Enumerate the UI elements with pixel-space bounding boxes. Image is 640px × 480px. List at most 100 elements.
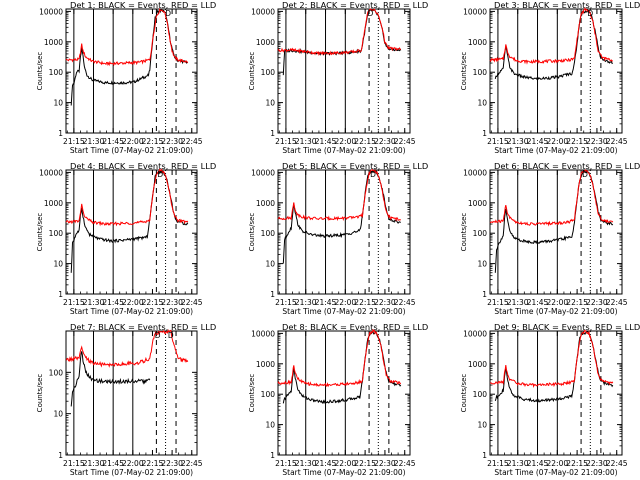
panel-9-xtick-label: 21:30 [507, 459, 529, 468]
panel-1-ytick-label: 10000 [39, 7, 63, 16]
panel-7-series-red [66, 329, 189, 368]
panel-2-title: Det 2: BLACK = Events, RED = LLD [282, 0, 428, 10]
panel-8-ytick-label: 100 [261, 390, 276, 399]
panel-7-ylabel: Counts/sec [36, 374, 44, 413]
panel-8-xtick-label: 21:15 [275, 459, 297, 468]
panel-3-ytick-label: 1 [482, 129, 487, 138]
panel-9-axes-frame [489, 330, 623, 456]
panel-6-xtick-label: 21:30 [507, 298, 529, 307]
panel-9-ytick-label: 10000 [463, 329, 487, 338]
panel-1-xtick-label: 21:30 [83, 137, 105, 146]
panel-6-xlabel: Start Time (07-May-02 21:09:00) [494, 307, 617, 316]
panel-3-ytick-label: 10000 [463, 7, 487, 16]
panel-2-xtick-label: 21:45 [315, 137, 337, 146]
panel-6-xtick-label: 22:15 [566, 298, 588, 307]
panel-9-title: Det 9: BLACK = Events, RED = LLD [494, 322, 640, 332]
panel-4-xtick-label: 22:45 [181, 298, 203, 307]
panel-9-xtick-label: 21:45 [527, 459, 549, 468]
panel-8-xtick-label: 21:45 [315, 459, 337, 468]
panel-2-xtick-label: 22:00 [335, 137, 357, 146]
panel-9-ytick-label: 1000 [468, 360, 487, 369]
panel-2-ytick-label: 1000 [256, 38, 275, 47]
panel-1-xlabel: Start Time (07-May-02 21:09:00) [70, 146, 193, 155]
panel-2-ytick-label: 100 [261, 68, 276, 77]
panel-2-series-red [277, 8, 402, 56]
panel-9-ytick-label: 100 [473, 390, 488, 399]
panel-3-xlabel: Start Time (07-May-02 21:09:00) [494, 146, 617, 155]
panel-5-xtick-label: 22:30 [374, 298, 396, 307]
panel-7-xtick-label: 22:15 [142, 459, 164, 468]
panel-7-series-black [70, 351, 151, 407]
panel-1-xtick-label: 22:00 [122, 137, 144, 146]
panel-3-xtick-label: 21:15 [487, 137, 509, 146]
panel-1-marker-label: D [165, 9, 171, 18]
panel-8-xtick-label: 22:00 [335, 459, 357, 468]
panel-9-xtick-label: 22:00 [547, 459, 569, 468]
panel-6-ytick-label: 100 [473, 229, 488, 238]
panel-5-ytick-label: 10000 [251, 168, 275, 177]
panel-8-ytick-label: 1 [270, 451, 275, 460]
panel-2-xtick-label: 21:15 [275, 137, 297, 146]
panel-5-ytick-label: 1000 [256, 199, 275, 208]
panel-8-ytick-label: 10 [265, 421, 275, 430]
panel-8-title: Det 8: BLACK = Events, RED = LLD [282, 322, 428, 332]
panel-5-ytick-label: 100 [261, 229, 276, 238]
panel-8-xtick-label: 22:45 [394, 459, 416, 468]
panel-1-xtick-label: 21:45 [102, 137, 124, 146]
panel-2-ytick-label: 10 [265, 99, 275, 108]
panel-5-marker-label: D [370, 170, 376, 179]
panel-9-ytick-label: 10 [477, 421, 487, 430]
panel-4-xtick-label: 22:30 [161, 298, 183, 307]
panel-7-ytick-label: 100 [49, 368, 64, 377]
panel-6-xtick-label: 21:15 [487, 298, 509, 307]
panel-8-ylabel: Counts/sec [248, 374, 256, 413]
panel-9-xtick-label: 21:15 [487, 459, 509, 468]
panel-4-xlabel: Start Time (07-May-02 21:09:00) [70, 307, 193, 316]
panel-6-ytick-label: 1 [482, 290, 487, 299]
panel-4-xtick-label: 22:15 [142, 298, 164, 307]
panel-3-series-red [489, 7, 614, 65]
panel-5-xtick-label: 22:45 [394, 298, 416, 307]
panel-8-axes-frame [277, 330, 411, 456]
panel-3-ytick-label: 1000 [468, 38, 487, 47]
panel-8-ytick-label: 1000 [256, 360, 275, 369]
panel-4-xtick-label: 21:45 [102, 298, 124, 307]
panel-6-ytick-label: 10 [477, 260, 487, 269]
panel-5-ytick-label: 1 [270, 290, 275, 299]
panel-5-axes-frame [277, 169, 411, 295]
panel-3-xtick-label: 21:30 [507, 137, 529, 146]
panel-4-ytick-label: 100 [49, 229, 64, 238]
panel-7-ytick-label: 1 [58, 451, 63, 460]
panel-4-xtick-label: 21:30 [83, 298, 105, 307]
panel-5-xtick-label: 21:30 [295, 298, 317, 307]
panel-7-marker-label: D [168, 331, 174, 340]
panel-1-series-red [65, 7, 189, 67]
panel-1-xtick-label: 22:45 [181, 137, 203, 146]
panel-1-ytick-label: 100 [49, 68, 64, 77]
panel-3-xtick-label: 22:00 [547, 137, 569, 146]
panel-6-series-red [489, 169, 614, 227]
panel-6-axes-frame [489, 169, 623, 295]
panel-4-ytick-label: 1 [58, 290, 63, 299]
panel-8-ytick-label: 10000 [251, 329, 275, 338]
panel-1-xtick-label: 22:15 [142, 137, 164, 146]
panel-2-ylabel: Counts/sec [248, 52, 256, 91]
panel-7-xtick-label: 22:30 [161, 459, 183, 468]
panel-8-xtick-label: 22:30 [374, 459, 396, 468]
panel-6-xtick-label: 22:30 [586, 298, 608, 307]
panel-3-axes-frame [489, 8, 623, 134]
panel-6-marker-label: D [582, 170, 588, 179]
panel-5-xtick-label: 22:15 [354, 298, 376, 307]
panel-7-xtick-label: 22:00 [122, 459, 144, 468]
panel-3-ylabel: Counts/sec [460, 52, 468, 91]
panel-6-ylabel: Counts/sec [460, 213, 468, 252]
panel-4-xtick-label: 21:15 [63, 298, 85, 307]
panel-9-ytick-label: 1 [482, 451, 487, 460]
panel-5-ylabel: Counts/sec [248, 213, 256, 252]
panel-9-xtick-label: 22:45 [606, 459, 628, 468]
panel-3-ytick-label: 100 [473, 68, 488, 77]
panel-2-ytick-label: 10000 [251, 7, 275, 16]
panel-4-marker-label: D [157, 170, 163, 179]
panel-5-xtick-label: 21:45 [315, 298, 337, 307]
